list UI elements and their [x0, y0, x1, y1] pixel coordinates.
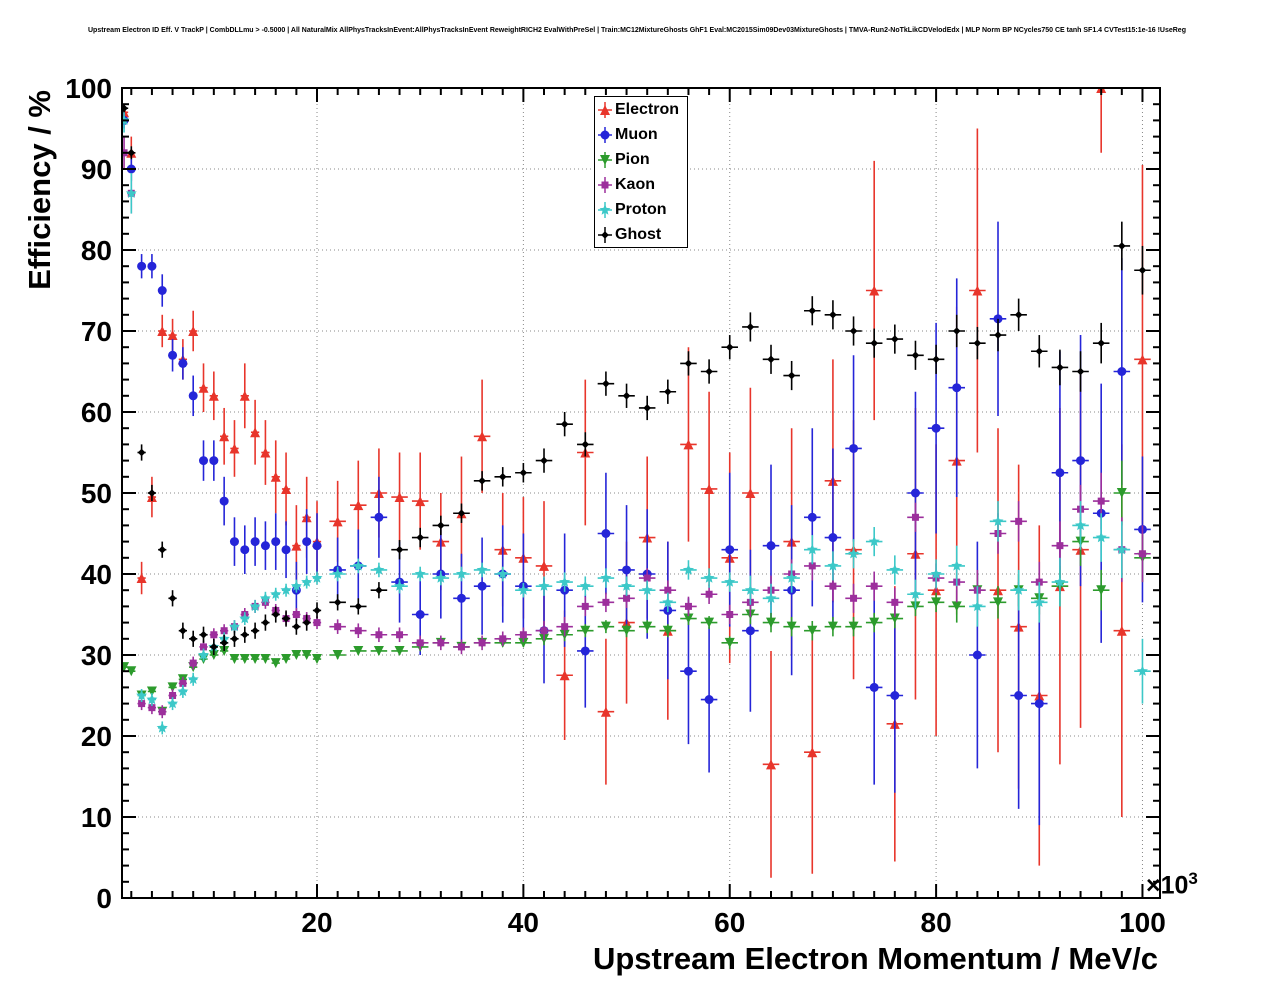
legend-label: Ghost [615, 225, 662, 243]
y-tick-label: 30 [81, 640, 112, 671]
plot-title: Upstream Electron ID Eff. V TrackP | Com… [88, 27, 1186, 34]
y-tick-label: 80 [81, 235, 112, 266]
y-tick-label: 60 [81, 397, 112, 428]
x-tick-label: 80 [921, 907, 952, 938]
y-tick-label: 90 [81, 154, 112, 185]
y-tick-label: 100 [65, 73, 112, 104]
legend-label: Muon [615, 125, 658, 143]
electron-marker-icon [598, 101, 612, 118]
y-tick-label: 70 [81, 316, 112, 347]
x-axis-multiplier-exponent: 3 [1188, 869, 1198, 888]
y-tick-label: 50 [81, 478, 112, 509]
ghost-marker-icon [598, 226, 612, 243]
x-axis-multiplier-base: ×10 [1146, 871, 1189, 900]
muon-marker-icon [598, 126, 612, 143]
series-pion [122, 460, 1151, 717]
axis-ticks [122, 87, 1160, 899]
legend-entry-pion: Pion [597, 147, 687, 172]
x-axis-title: Upstream Electron Momentum / MeV/c [592, 941, 1158, 976]
legend-entry-ghost: Ghost [597, 222, 687, 247]
legend-entry-electron: Electron [597, 97, 687, 122]
series-ghost [122, 104, 1151, 655]
x-tick-label: 100 [1119, 907, 1166, 938]
legend: Electron Muon Pion Kaon Proton Ghost [594, 96, 688, 248]
legend-label: Proton [615, 200, 667, 218]
y-axis-title: Efficiency / % [22, 90, 57, 290]
x-tick-label: 60 [714, 907, 745, 938]
x-tick-labels: 20 40 60 80 100 [301, 907, 1165, 938]
y-tick-label: 40 [81, 559, 112, 590]
legend-entry-muon: Muon [597, 122, 687, 147]
pion-marker-icon [598, 151, 612, 168]
y-tick-label: 10 [81, 802, 112, 833]
legend-label: Electron [615, 100, 680, 118]
legend-entry-kaon: Kaon [597, 172, 687, 197]
proton-marker-icon [598, 201, 612, 218]
legend-entry-proton: Proton [597, 197, 687, 222]
x-tick-label: 40 [508, 907, 539, 938]
x-axis-multiplier: ×103 [1146, 869, 1198, 900]
x-tick-label: 20 [301, 907, 332, 938]
kaon-marker-icon [598, 176, 612, 193]
y-tick-label: 0 [96, 883, 112, 914]
y-tick-label: 20 [81, 721, 112, 752]
y-tick-labels: 0 10 20 30 40 50 60 70 80 90 100 [65, 73, 112, 914]
series-proton [122, 108, 1151, 735]
legend-label: Pion [615, 150, 650, 168]
legend-label: Kaon [615, 175, 655, 193]
grid-lines [122, 88, 1160, 898]
